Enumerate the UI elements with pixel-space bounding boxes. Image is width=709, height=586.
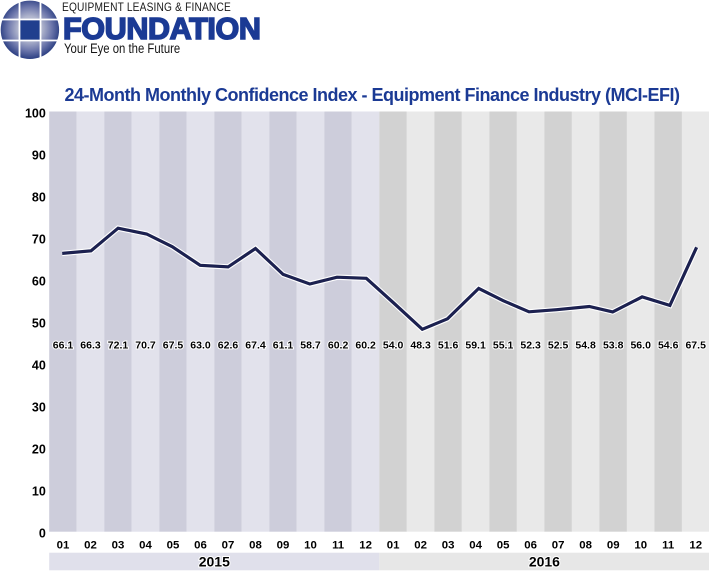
svg-text:62.6: 62.6 — [218, 340, 239, 352]
svg-text:07: 07 — [222, 539, 235, 551]
svg-text:05: 05 — [497, 539, 510, 551]
svg-text:11: 11 — [662, 539, 675, 551]
svg-text:52.3: 52.3 — [520, 340, 541, 352]
svg-text:56.0: 56.0 — [630, 340, 651, 352]
svg-text:70.7: 70.7 — [135, 340, 156, 352]
svg-text:53.8: 53.8 — [603, 340, 624, 352]
svg-text:66.3: 66.3 — [80, 340, 101, 352]
svg-text:04: 04 — [139, 539, 152, 551]
svg-text:48.3: 48.3 — [410, 340, 431, 352]
svg-text:52.5: 52.5 — [548, 340, 569, 352]
svg-text:70: 70 — [32, 233, 46, 247]
svg-text:05: 05 — [167, 539, 180, 551]
svg-text:59.1: 59.1 — [465, 340, 486, 352]
svg-text:03: 03 — [442, 539, 455, 551]
svg-text:09: 09 — [277, 539, 290, 551]
svg-text:60: 60 — [32, 275, 46, 289]
svg-text:50: 50 — [32, 317, 46, 331]
svg-text:09: 09 — [607, 539, 620, 551]
svg-text:60.2: 60.2 — [355, 340, 376, 352]
svg-text:0: 0 — [39, 527, 46, 541]
svg-text:60.2: 60.2 — [328, 340, 349, 352]
svg-text:10: 10 — [32, 485, 46, 499]
svg-text:01: 01 — [57, 539, 70, 551]
svg-text:67.4: 67.4 — [245, 340, 266, 352]
svg-text:40: 40 — [32, 359, 46, 373]
svg-text:01: 01 — [387, 539, 400, 551]
svg-text:10: 10 — [634, 539, 647, 551]
svg-text:54.6: 54.6 — [658, 340, 679, 352]
svg-text:02: 02 — [414, 539, 427, 551]
svg-text:08: 08 — [579, 539, 592, 551]
svg-text:12: 12 — [689, 539, 702, 551]
svg-text:61.1: 61.1 — [273, 340, 294, 352]
svg-text:2016: 2016 — [529, 554, 560, 570]
svg-text:51.6: 51.6 — [438, 340, 459, 352]
svg-text:11: 11 — [332, 539, 345, 551]
svg-text:66.1: 66.1 — [53, 340, 74, 352]
svg-text:10: 10 — [304, 539, 317, 551]
svg-text:06: 06 — [524, 539, 537, 551]
svg-text:30: 30 — [32, 401, 46, 415]
svg-text:04: 04 — [469, 539, 482, 551]
svg-text:2015: 2015 — [199, 554, 230, 570]
svg-text:90: 90 — [32, 148, 46, 162]
svg-text:63.0: 63.0 — [190, 340, 211, 352]
svg-text:07: 07 — [552, 539, 565, 551]
svg-text:08: 08 — [249, 539, 262, 551]
svg-text:55.1: 55.1 — [493, 340, 514, 352]
svg-text:72.1: 72.1 — [108, 340, 129, 352]
svg-text:67.5: 67.5 — [685, 340, 706, 352]
svg-text:67.5: 67.5 — [163, 340, 184, 352]
svg-text:03: 03 — [112, 539, 125, 551]
svg-text:02: 02 — [84, 539, 97, 551]
svg-text:80: 80 — [32, 190, 46, 204]
svg-text:12: 12 — [359, 539, 372, 551]
svg-text:58.7: 58.7 — [300, 340, 321, 352]
svg-text:54.0: 54.0 — [383, 340, 404, 352]
svg-text:54.8: 54.8 — [575, 340, 596, 352]
svg-text:20: 20 — [32, 443, 46, 457]
svg-text:100: 100 — [25, 106, 46, 120]
svg-text:06: 06 — [194, 539, 207, 551]
